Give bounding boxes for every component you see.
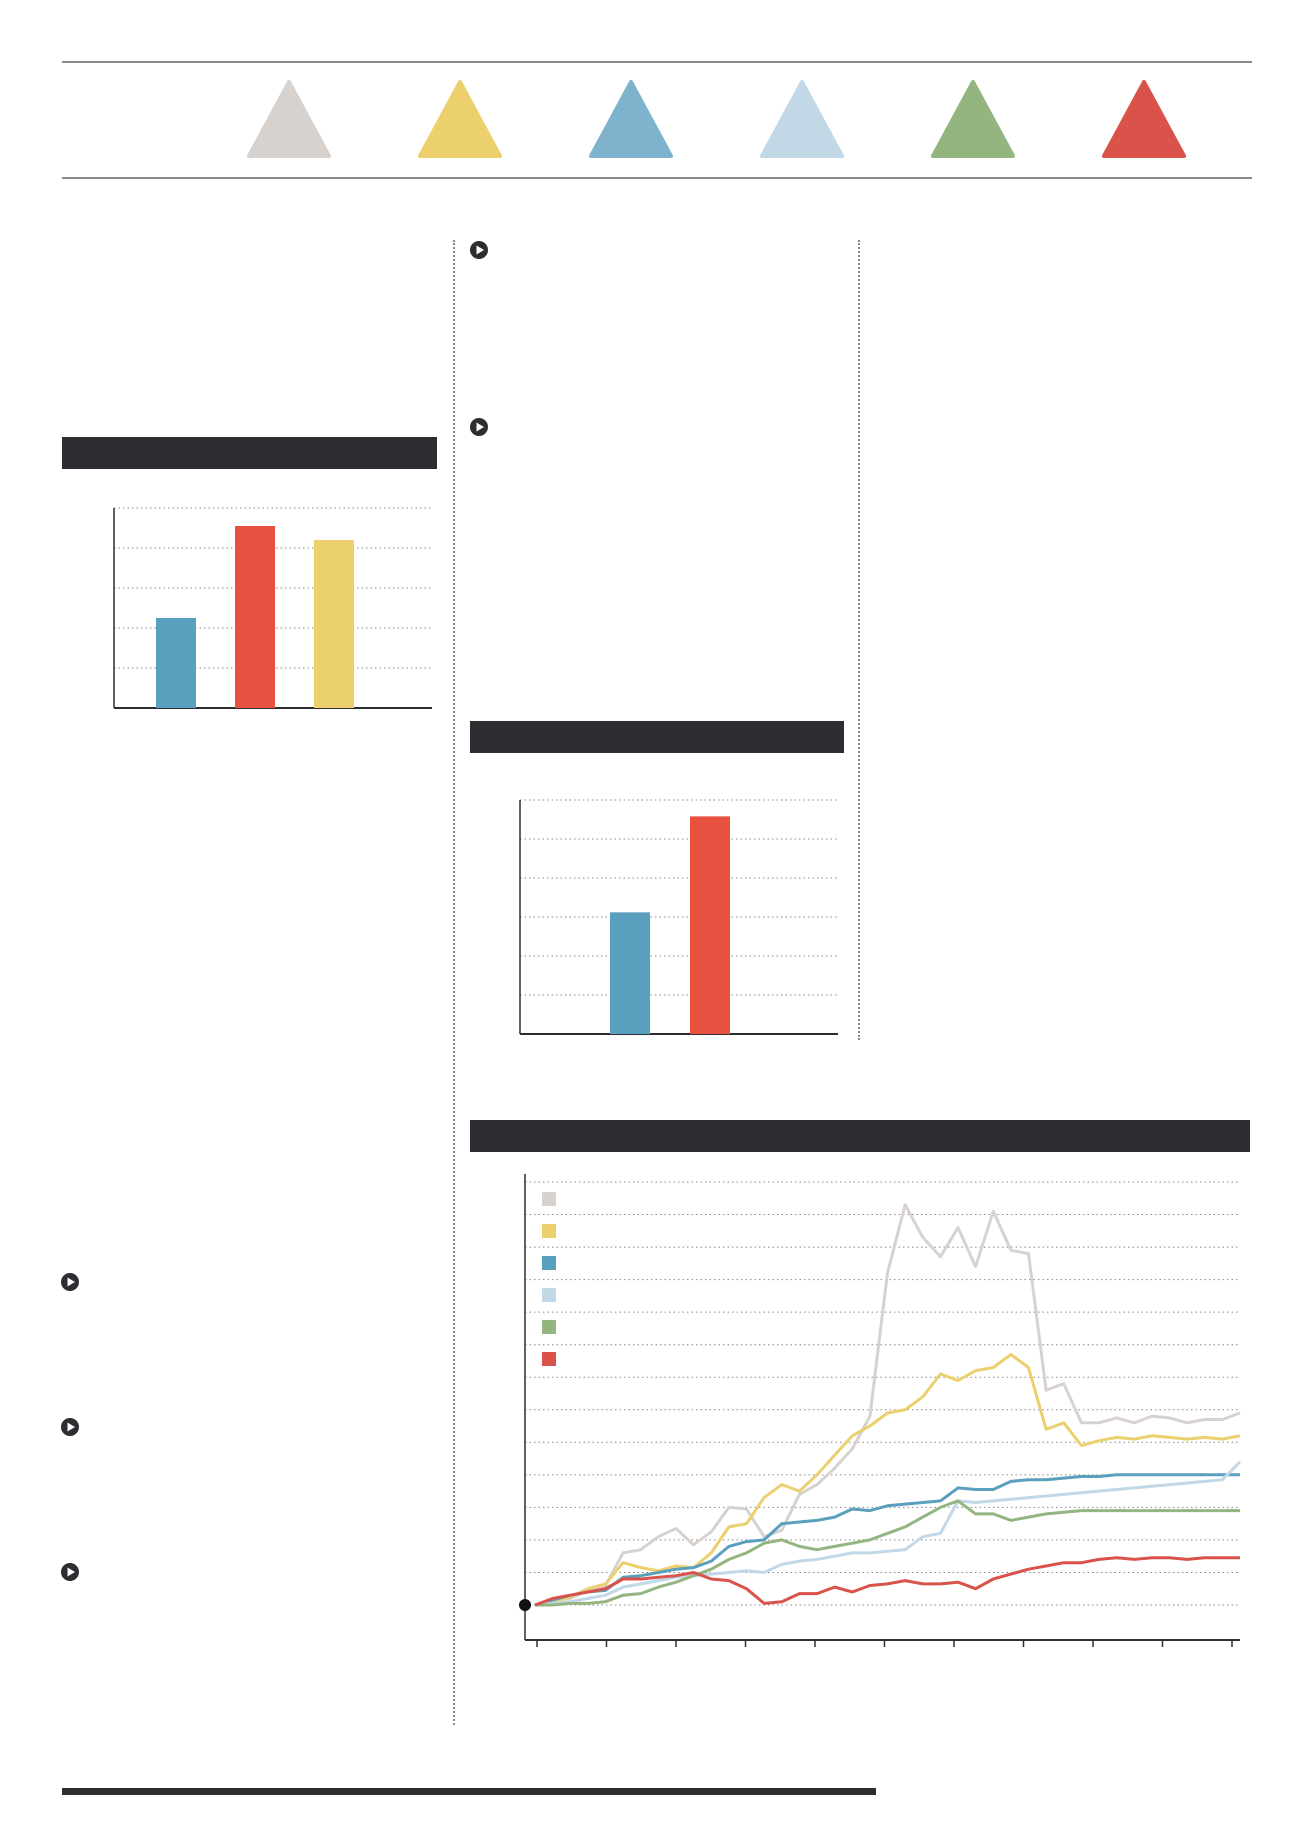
- bar: [610, 912, 650, 1034]
- footer-rule: [62, 1788, 876, 1795]
- bar-chart-2: [519, 799, 838, 1035]
- legend-swatch: [542, 1352, 556, 1366]
- chart1-header-bar: [62, 437, 437, 469]
- triangle-icon-green: [931, 80, 1015, 158]
- line-chart: [519, 1174, 1242, 1647]
- legend-swatch: [542, 1256, 556, 1270]
- play-circle-icon: [61, 1418, 79, 1436]
- bar: [314, 540, 354, 708]
- chart3-header-bar: [470, 1120, 1250, 1152]
- series-line: [534, 1473, 1240, 1607]
- play-circle-icon: [61, 1563, 79, 1581]
- bar: [690, 816, 730, 1034]
- legend-swatch: [542, 1192, 556, 1206]
- play-circle-icon: [470, 241, 488, 259]
- triangle-icon-yellow: [418, 80, 502, 158]
- series-line: [534, 1353, 1241, 1607]
- bar: [156, 618, 196, 708]
- origin-dot: [519, 1599, 531, 1611]
- triangle-icon-lightblue: [760, 80, 844, 158]
- series-line: [534, 1203, 1241, 1607]
- series-line: [534, 1460, 1242, 1607]
- triangle-icon-red: [1102, 80, 1186, 158]
- triangle-icon-blue: [589, 80, 673, 158]
- header-bottom-rule: [62, 177, 1252, 179]
- bar: [235, 526, 275, 708]
- triangle-icon-gray: [247, 80, 331, 158]
- legend-swatch: [542, 1288, 556, 1302]
- bar-chart-1: [113, 507, 432, 709]
- legend-swatch: [542, 1320, 556, 1334]
- column-divider-right: [858, 240, 860, 1040]
- column-divider-left: [453, 240, 455, 1725]
- chart2-header-bar: [470, 721, 844, 753]
- series-line: [535, 1499, 1240, 1607]
- play-circle-icon: [61, 1273, 79, 1291]
- play-circle-icon: [470, 418, 488, 436]
- series-line: [534, 1556, 1240, 1607]
- legend-swatch: [542, 1224, 556, 1238]
- top-rule: [62, 61, 1252, 63]
